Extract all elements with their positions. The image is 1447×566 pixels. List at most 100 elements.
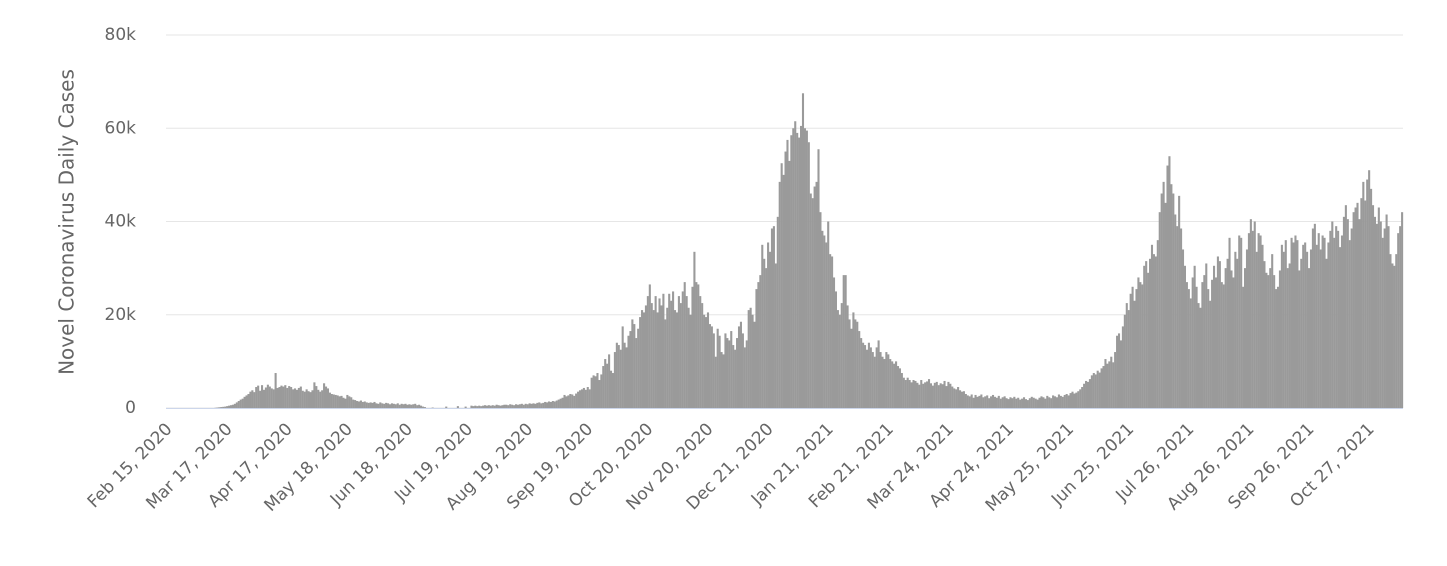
bar: [617, 345, 620, 408]
bar: [1337, 230, 1340, 408]
bar: [1263, 261, 1266, 408]
bar: [499, 405, 502, 408]
bar: [687, 307, 690, 408]
bar: [530, 403, 533, 408]
bar: [619, 349, 622, 408]
bar: [1172, 193, 1175, 408]
bar: [1331, 221, 1334, 408]
bar: [666, 307, 669, 408]
bar: [631, 319, 634, 408]
bar: [774, 263, 777, 408]
bar: [1195, 286, 1198, 408]
bar: [1180, 228, 1183, 408]
bar: [629, 331, 632, 408]
bar: [549, 401, 552, 408]
bar: [1117, 333, 1121, 408]
bar: [319, 391, 322, 408]
bar: [832, 277, 836, 408]
bar: [1209, 300, 1212, 408]
bar: [423, 407, 426, 408]
bar: [278, 387, 281, 408]
bar: [414, 403, 417, 408]
bar: [703, 314, 706, 408]
bar: [683, 282, 686, 408]
bar: [547, 401, 551, 408]
bar: [379, 402, 382, 408]
bar: [807, 142, 810, 409]
bar: [1055, 397, 1059, 408]
bar: [1135, 289, 1138, 408]
bar: [259, 390, 262, 408]
bar: [575, 393, 578, 408]
bar: [1075, 392, 1078, 408]
bar: [722, 354, 725, 408]
bar: [1315, 244, 1318, 408]
bar: [910, 382, 913, 408]
bar: [604, 359, 607, 408]
bar: [390, 403, 393, 408]
bar: [1288, 263, 1291, 408]
bar: [1247, 233, 1250, 408]
bar: [834, 291, 837, 408]
bar: [350, 397, 353, 408]
bar: [264, 387, 267, 408]
bar: [330, 394, 333, 408]
bar: [712, 333, 715, 408]
bar: [1021, 398, 1024, 408]
bar: [986, 395, 989, 408]
bar: [1181, 249, 1185, 408]
bar: [759, 275, 762, 408]
bar: [1129, 293, 1132, 408]
bar: [761, 244, 764, 408]
bar: [865, 349, 869, 408]
bar: [295, 389, 298, 408]
bar: [1327, 242, 1330, 408]
bar: [410, 404, 413, 408]
bar: [1360, 198, 1363, 408]
bar: [354, 400, 357, 408]
bar: [805, 130, 808, 409]
bar: [1350, 228, 1353, 408]
bar: [371, 402, 374, 408]
bar: [1307, 268, 1311, 408]
bar: [613, 352, 616, 408]
bar: [850, 328, 853, 408]
bar: [247, 394, 250, 408]
bar: [280, 385, 283, 408]
bar: [786, 139, 789, 408]
bar: [375, 403, 378, 408]
bar: [514, 404, 518, 408]
bar: [557, 399, 560, 408]
bar: [1141, 284, 1144, 408]
bar: [1028, 398, 1031, 408]
bar: [1346, 219, 1349, 408]
bar: [982, 397, 985, 408]
bar: [753, 321, 756, 408]
bar: [705, 317, 708, 408]
bar: [365, 402, 368, 408]
bar: [693, 251, 696, 408]
bar: [840, 303, 843, 408]
bar: [1015, 398, 1018, 408]
bar: [1152, 254, 1155, 408]
bar: [898, 368, 901, 408]
bar: [418, 404, 421, 408]
bar: [480, 406, 483, 408]
bar: [782, 174, 785, 408]
bar: [472, 406, 475, 408]
bar: [309, 392, 312, 408]
bar: [608, 354, 611, 408]
bar: [997, 395, 1000, 408]
bar: [1397, 233, 1400, 408]
bar: [1036, 399, 1039, 408]
bar: [290, 387, 293, 408]
bar: [1313, 223, 1316, 408]
bar: [419, 405, 423, 408]
bar: [1005, 398, 1008, 408]
bar: [1065, 394, 1068, 408]
bar: [656, 312, 659, 408]
bar: [1311, 228, 1314, 408]
y-tick-label: 20k: [105, 305, 137, 325]
bar: [307, 391, 310, 408]
bar: [272, 389, 275, 408]
